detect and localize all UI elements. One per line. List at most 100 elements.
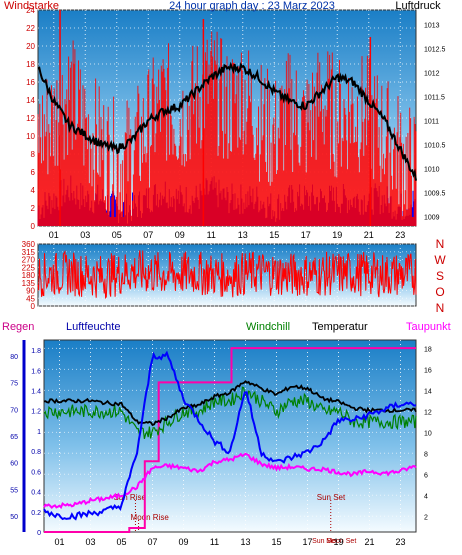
x-tick-label: 17 [302,537,312,547]
y-left-tick-label: 4 [31,186,36,195]
compass-label: O [435,285,444,299]
x-tick-label: 21 [364,537,374,547]
y-left-tick-label: 24 [26,6,35,15]
sun-rise-label: Sun Rise [113,493,146,502]
x-tick-label: 05 [112,230,122,240]
compass-label: S [436,269,444,283]
x-tick-label: 07 [147,537,157,547]
y-left-tick-label: 12 [26,114,35,123]
left-axis-label: Windstarke [4,0,59,12]
y-right-tick-label: 1012.5 [424,46,446,53]
wind-pressure-panel: 02468101214161820222410091009.510101010.… [4,0,446,240]
x-tick-label: 01 [54,537,64,547]
dewpoint-line [43,452,417,510]
x-tick-label: 09 [175,230,185,240]
y-humidity-tick-label: 65 [10,434,18,441]
y-temp-tick-label: 4 [424,493,428,500]
y-rain-tick-label: 1.2 [31,409,41,416]
y-left-tick-label: 20 [26,42,35,51]
humidity-line [43,350,417,521]
y-tick-label: 360 [22,240,36,249]
x-tick-label: 09 [178,537,188,547]
y-temp-tick-label: 6 [424,472,428,479]
y-rain-tick-label: 0 [37,530,41,537]
y-humidity-tick-label: 75 [10,381,18,388]
moon-rise-label: Moon Rise [131,513,170,522]
y-humidity-tick-label: 60 [10,461,18,468]
temperature-line [43,380,417,427]
x-tick-label: 03 [80,230,90,240]
windchill-line [43,386,417,439]
chart-title: 24 hour graph day : 23 Marz 2023 [169,0,335,12]
rain-line [44,347,416,533]
y-tick-label: 90 [26,287,35,296]
y-right-tick-label: 1012 [424,70,440,77]
y-humidity-tick-label: 70 [10,407,18,414]
y-temp-tick-label: 8 [424,451,428,458]
y-temp-tick-label: 16 [424,367,432,374]
y-left-tick-label: 2 [31,204,36,213]
compass-label: N [436,237,445,251]
x-tick-label: 15 [269,230,279,240]
y-rain-tick-label: 1.6 [31,368,41,375]
y-temp-tick-label: 14 [424,388,432,395]
y-tick-label: 270 [22,256,36,265]
y-humidity-tick-label: 80 [10,354,18,361]
x-tick-label: 23 [395,230,405,240]
compass-label: N [436,301,445,315]
x-tick-label: 13 [240,537,250,547]
y-right-tick-label: 1010 [424,166,440,173]
x-tick-label: 15 [271,537,281,547]
x-tick-label: 13 [238,230,248,240]
y-rain-tick-label: 1 [37,429,41,436]
compass-label: W [434,253,446,267]
y-right-tick-label: 1013 [424,22,440,29]
x-tick-label: 05 [116,537,126,547]
sun-set-label: Sun Set [317,493,346,502]
y-left-tick-label: 16 [26,78,35,87]
wind-direction-line [37,249,417,299]
y-temp-tick-label: 18 [424,346,432,353]
y-tick-label: 315 [22,248,36,257]
y-right-tick-label: 1009.5 [424,190,446,197]
y-temp-tick-label: 2 [424,514,428,521]
y-tick-label: 180 [22,271,36,280]
x-tick-label: 11 [210,537,219,547]
y-rain-tick-label: 0.6 [31,469,41,476]
y-right-tick-label: 1011 [424,118,439,125]
x-tick-label: 01 [49,230,59,240]
y-rain-tick-label: 1.8 [31,348,41,355]
pressure-line [37,61,417,181]
x-tick-label: 17 [301,230,311,240]
x-tick-label: 11 [207,230,216,240]
humidity-label: Luftfeuchte [66,321,120,333]
y-right-tick-label: 1009 [424,214,440,221]
sun-set-short-label: Sun Se [312,538,335,545]
x-tick-label: 21 [364,230,374,240]
dewpoint-label: Taupunkt [406,321,451,333]
y-tick-label: 135 [22,279,36,288]
wind-speed-bars [37,31,417,226]
y-temp-tick-label: 12 [424,409,432,416]
y-temp-tick-label: 10 [424,430,432,437]
y-tick-label: 225 [22,263,36,272]
y-tick-label: 0 [31,302,36,311]
x-tick-label: 19 [332,230,342,240]
temperature-humidity-panel: 2 4 6 8 10 12 14 16 18 0 0.2 0.4 0.6 0.8 1 1.2 1.4 1.6 1.8… [2,321,451,547]
y-left-tick-label: 10 [26,132,35,141]
x-tick-label: 03 [85,537,95,547]
y-tick-label: 45 [26,294,35,303]
x-tick-label: 23 [395,537,405,547]
right-axis-label: Luftdruck [395,0,441,12]
y-humidity-tick-label: 55 [10,487,18,494]
plot-area [43,339,417,533]
rain-label: Regen [2,321,34,333]
windchill-label: Windchill [246,321,290,333]
y-left-tick-label: 0 [31,222,36,231]
y-rain-tick-label: 0.8 [31,449,41,456]
y-rain-tick-label: 1.4 [31,389,41,396]
x-tick-label: 19 [333,537,343,547]
moon-set-label: Moon Set [326,538,356,545]
